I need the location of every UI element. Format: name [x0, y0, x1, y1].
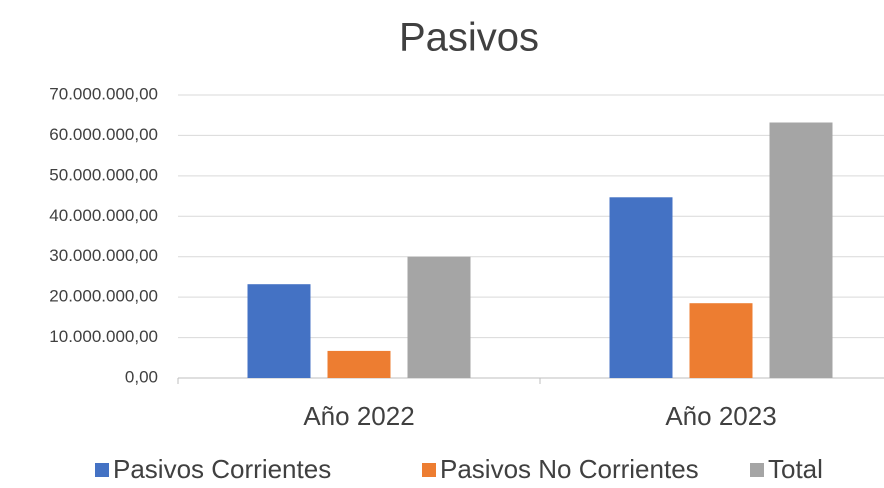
y-tick-label: 20.000.000,00 — [49, 287, 158, 306]
bar — [609, 197, 673, 378]
x-tick-label: Año 2023 — [665, 401, 776, 431]
y-tick-label: 0,00 — [125, 367, 158, 386]
bar — [769, 122, 833, 379]
y-tick-label: 10.000.000,00 — [49, 327, 158, 346]
legend-swatch — [95, 463, 109, 477]
legend-label: Pasivos Corrientes — [113, 454, 331, 484]
y-tick-label: 40.000.000,00 — [49, 206, 158, 225]
bar — [407, 256, 471, 378]
bar — [247, 284, 311, 378]
legend-label: Pasivos No Corrientes — [440, 454, 699, 484]
y-tick-label: 50.000.000,00 — [49, 165, 158, 184]
y-tick-label: 30.000.000,00 — [49, 246, 158, 265]
bar — [689, 303, 753, 378]
bar — [327, 350, 391, 378]
y-tick-label: 60.000.000,00 — [49, 125, 158, 144]
chart-title: Pasivos — [399, 16, 539, 60]
legend-swatch — [750, 463, 764, 477]
legend-label: Total — [768, 454, 823, 484]
x-tick-label: Año 2022 — [303, 401, 414, 431]
y-tick-label: 70.000.000,00 — [49, 84, 158, 103]
legend-swatch — [422, 463, 436, 477]
